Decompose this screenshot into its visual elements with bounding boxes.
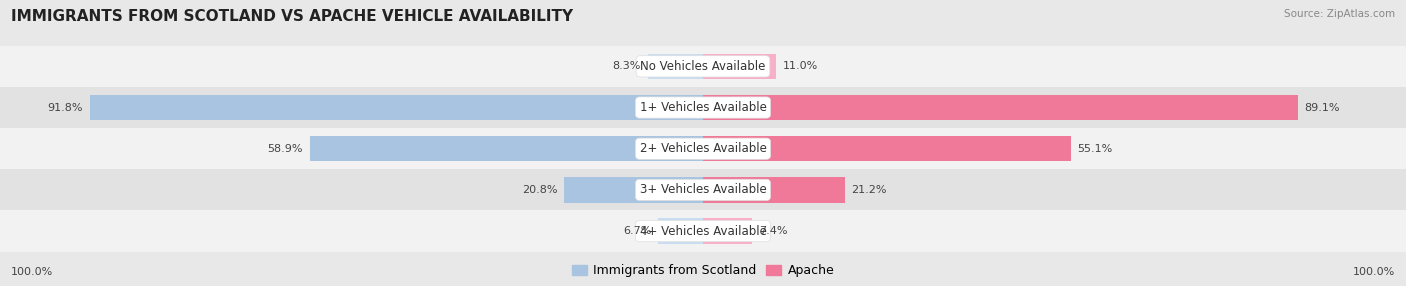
Bar <box>703 53 776 79</box>
Text: 11.0%: 11.0% <box>783 61 818 71</box>
Text: 89.1%: 89.1% <box>1305 103 1340 112</box>
Bar <box>658 218 703 244</box>
Text: No Vehicles Available: No Vehicles Available <box>640 60 766 73</box>
Text: 55.1%: 55.1% <box>1077 144 1114 154</box>
Text: 7.4%: 7.4% <box>759 226 787 236</box>
Text: 2+ Vehicles Available: 2+ Vehicles Available <box>640 142 766 155</box>
Legend: Immigrants from Scotland, Apache: Immigrants from Scotland, Apache <box>569 262 837 280</box>
Bar <box>0 169 1406 210</box>
Bar <box>0 210 1406 252</box>
Text: 8.3%: 8.3% <box>613 61 641 71</box>
Text: 100.0%: 100.0% <box>11 267 53 277</box>
Text: 91.8%: 91.8% <box>48 103 83 112</box>
Bar <box>703 177 845 203</box>
Text: 3+ Vehicles Available: 3+ Vehicles Available <box>640 183 766 196</box>
Text: 6.7%: 6.7% <box>623 226 651 236</box>
Text: 21.2%: 21.2% <box>851 185 887 195</box>
Text: IMMIGRANTS FROM SCOTLAND VS APACHE VEHICLE AVAILABILITY: IMMIGRANTS FROM SCOTLAND VS APACHE VEHIC… <box>11 9 574 23</box>
Bar <box>0 128 1406 169</box>
Text: 100.0%: 100.0% <box>1353 267 1395 277</box>
Text: Source: ZipAtlas.com: Source: ZipAtlas.com <box>1284 9 1395 19</box>
Text: 58.9%: 58.9% <box>267 144 302 154</box>
Text: 20.8%: 20.8% <box>522 185 557 195</box>
Bar <box>309 136 703 162</box>
Bar <box>90 95 703 120</box>
Bar <box>0 87 1406 128</box>
Bar <box>564 177 703 203</box>
Bar <box>703 95 1298 120</box>
Bar <box>703 136 1071 162</box>
Bar <box>648 53 703 79</box>
Text: 1+ Vehicles Available: 1+ Vehicles Available <box>640 101 766 114</box>
Bar <box>703 218 752 244</box>
Text: 4+ Vehicles Available: 4+ Vehicles Available <box>640 225 766 238</box>
Bar <box>0 46 1406 87</box>
